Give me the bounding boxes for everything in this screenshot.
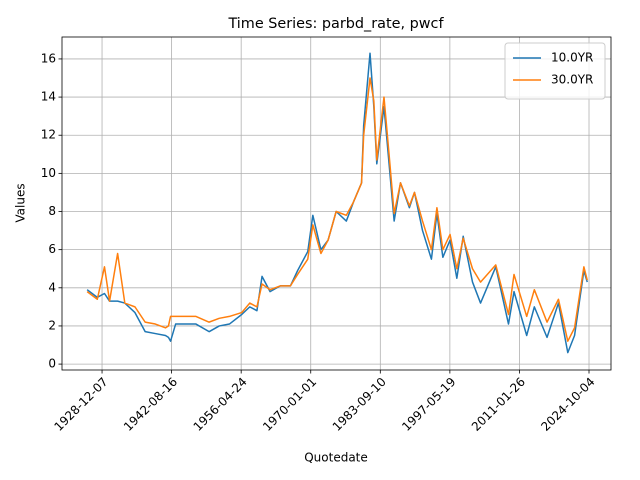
- y-tick-label: 2: [48, 318, 56, 332]
- y-tick-label: 16: [41, 51, 56, 65]
- x-tick-label: 2024-10-04: [538, 375, 597, 434]
- x-tick-label: 1983-09-10: [330, 375, 389, 434]
- y-axis-label: Values: [14, 183, 28, 222]
- y-tick-label: 6: [48, 242, 56, 256]
- series-line: [86, 77, 588, 342]
- legend-label: 30.0YR: [551, 73, 593, 87]
- y-tick-label: 4: [48, 280, 56, 294]
- x-tick-label: 1942-08-16: [121, 375, 180, 434]
- y-tick-label: 10: [41, 166, 56, 180]
- legend-label: 10.0YR: [551, 51, 593, 65]
- x-tick-label: 1928-12-07: [51, 375, 110, 434]
- y-tick-label: 12: [41, 128, 56, 142]
- x-tick-label: 1997-05-19: [399, 375, 458, 434]
- y-tick-label: 14: [41, 90, 56, 104]
- chart-title: Time Series: parbd_rate, pwcf: [227, 16, 444, 32]
- x-tick-label: 1956-04-24: [191, 375, 250, 434]
- axes-frame: [61, 36, 612, 371]
- x-tick-label: 2011-01-26: [469, 375, 528, 434]
- y-tick-label: 0: [48, 357, 56, 371]
- legend: 10.0YR 30.0YR: [504, 42, 606, 100]
- y-tick-label: 8: [48, 204, 56, 218]
- x-axis-label: Quotedate: [304, 451, 368, 465]
- legend-box: [504, 42, 606, 100]
- x-tick-label: 1970-01-01: [260, 375, 319, 434]
